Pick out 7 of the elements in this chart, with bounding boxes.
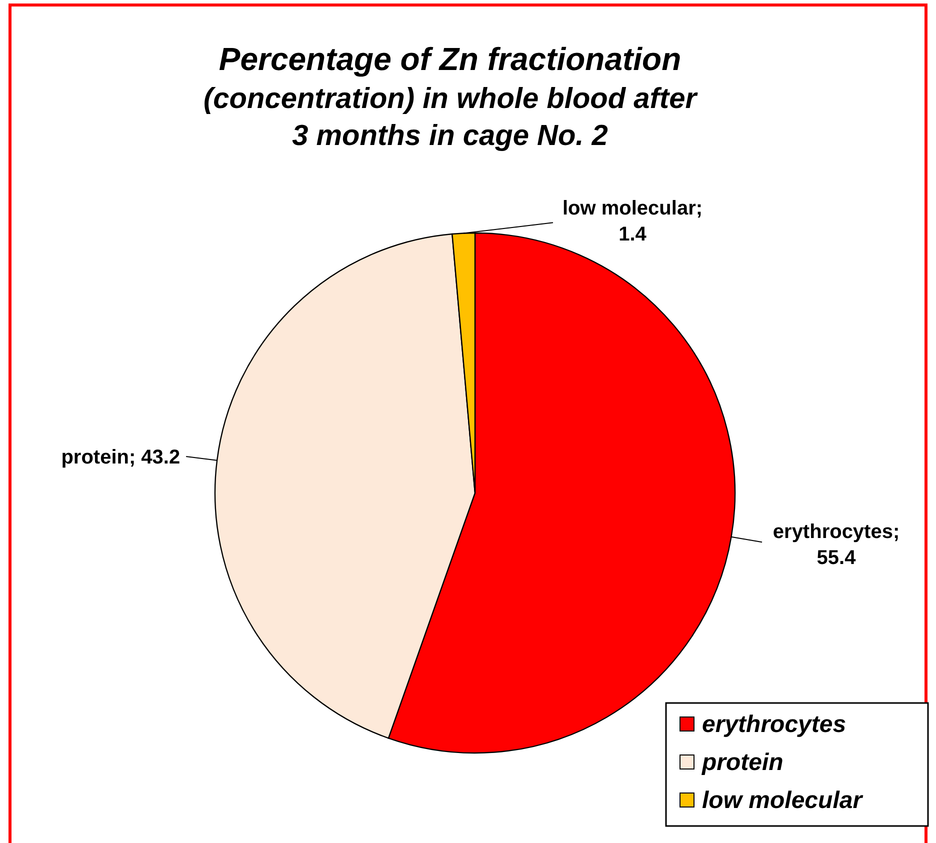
data-label: low molecular; 1.4: [562, 198, 703, 246]
data-label: protein; 43.2: [61, 446, 180, 469]
legend-label: protein: [701, 749, 784, 776]
legend-label: erythrocytes: [702, 711, 846, 738]
data-label: erythrocytes; 55.4: [772, 521, 900, 570]
chart-title: Percentage of Zn fractionation (concentration) in whole blood after 3 months in cage No. 2: [204, 41, 698, 152]
legend-label: low molecular: [702, 787, 864, 814]
